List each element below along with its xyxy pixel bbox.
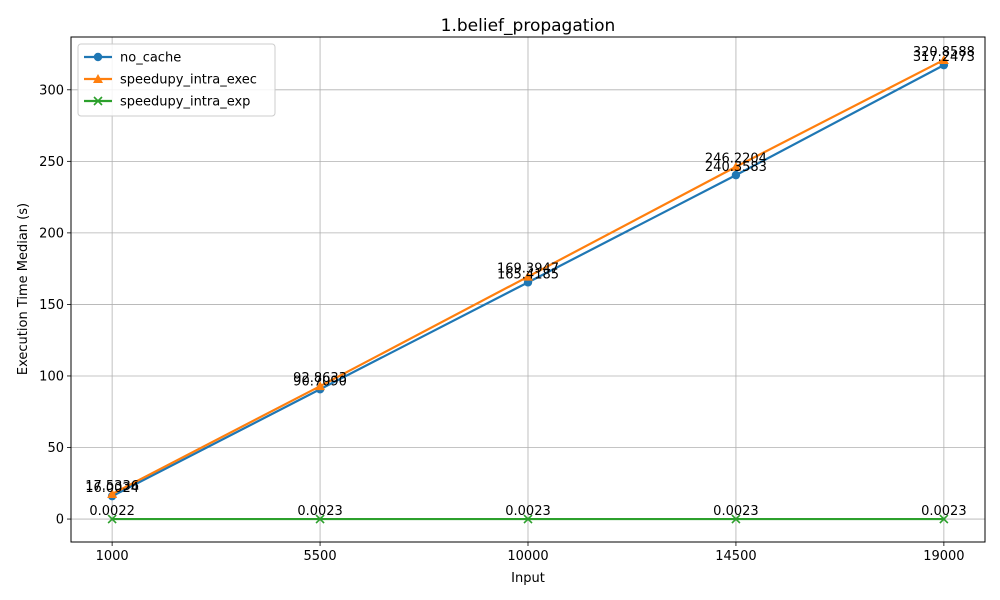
y-tick-label: 100 xyxy=(39,369,64,384)
data-point-speedupy_intra_exec xyxy=(315,381,326,391)
x-axis-label: Input xyxy=(511,571,545,586)
x-tick-label: 1000 xyxy=(96,549,129,564)
data-point-speedupy_intra_exec xyxy=(730,161,741,171)
x-tick-label: 14500 xyxy=(715,549,756,564)
legend-label: speedupy_intra_exec xyxy=(120,73,257,88)
legend-box xyxy=(77,43,276,117)
x-tick-label: 10000 xyxy=(507,549,548,564)
data-label-speedupy_intra_exp: 0.0023 xyxy=(921,504,967,519)
x-tick-label: 19000 xyxy=(923,549,964,564)
data-point-speedupy_intra_exec xyxy=(107,488,118,498)
x-tick-label: 5500 xyxy=(304,549,337,564)
data-point-speedupy_intra_exp xyxy=(523,514,533,524)
data-point-speedupy_intra_exp xyxy=(315,514,325,524)
y-tick-label: 150 xyxy=(39,298,64,313)
data-label-speedupy_intra_exp: 0.0023 xyxy=(297,504,343,519)
y-tick-label: 300 xyxy=(39,83,64,98)
data-point-speedupy_intra_exec xyxy=(523,271,533,281)
data-label-speedupy_intra_exp: 0.0023 xyxy=(505,504,551,519)
data-point-speedupy_intra_exp xyxy=(939,514,949,524)
data-label-speedupy_intra_exp: 0.0023 xyxy=(713,504,759,519)
legend-marker xyxy=(93,52,103,62)
data-label-speedupy_intra_exec: 169.3947 xyxy=(497,262,559,277)
axes: 1000 5500 10000 14500 19000 0 50 100 150 200 250 30… xyxy=(39,83,964,564)
legend-label: speedupy_intra_exp xyxy=(120,95,250,110)
y-tick-label: 250 xyxy=(39,155,64,170)
data-point-no_cache xyxy=(731,170,741,180)
data-label-no_cache: 16.0024 xyxy=(85,481,139,496)
data-point-speedupy_intra_exp xyxy=(107,514,117,524)
data-label-no_cache: 317.2473 xyxy=(913,50,975,65)
data-point-speedupy_intra_exp xyxy=(731,514,741,524)
y-tick-label: 50 xyxy=(47,441,64,456)
legend-marker xyxy=(93,96,103,106)
chart-title: 1.belief_propagation xyxy=(441,16,616,36)
data-label-speedupy_intra_exec: 246.2204 xyxy=(705,152,767,167)
data-point-speedupy_intra_exec xyxy=(938,54,949,64)
data-label-no_cache: 165.4185 xyxy=(497,267,559,282)
data-label-no_cache: 90.7090 xyxy=(293,374,347,389)
data-label-speedupy_intra_exec: 17.5336 xyxy=(85,479,139,494)
data-label-speedupy_intra_exec: 92.8633 xyxy=(293,371,347,386)
data-label-speedupy_intra_exp: 0.0022 xyxy=(89,504,135,519)
series-layer xyxy=(107,54,949,524)
y-tick-label: 0 xyxy=(56,513,64,528)
y-tick-label: 200 xyxy=(39,226,64,241)
y-axis-label: Execution Time Median (s) xyxy=(16,203,31,375)
legend-label: no_cache xyxy=(120,51,181,66)
legend: no_cache speedupy_intra_exec speedupy_intr… xyxy=(77,43,276,117)
data-label-speedupy_intra_exec: 320.8588 xyxy=(913,45,975,60)
data-label-no_cache: 240.3583 xyxy=(705,160,767,175)
data-labels: 16.0024 90.7090 165.4185 240.3583 317.2473 17… xyxy=(85,45,975,519)
legend-marker xyxy=(93,74,103,83)
